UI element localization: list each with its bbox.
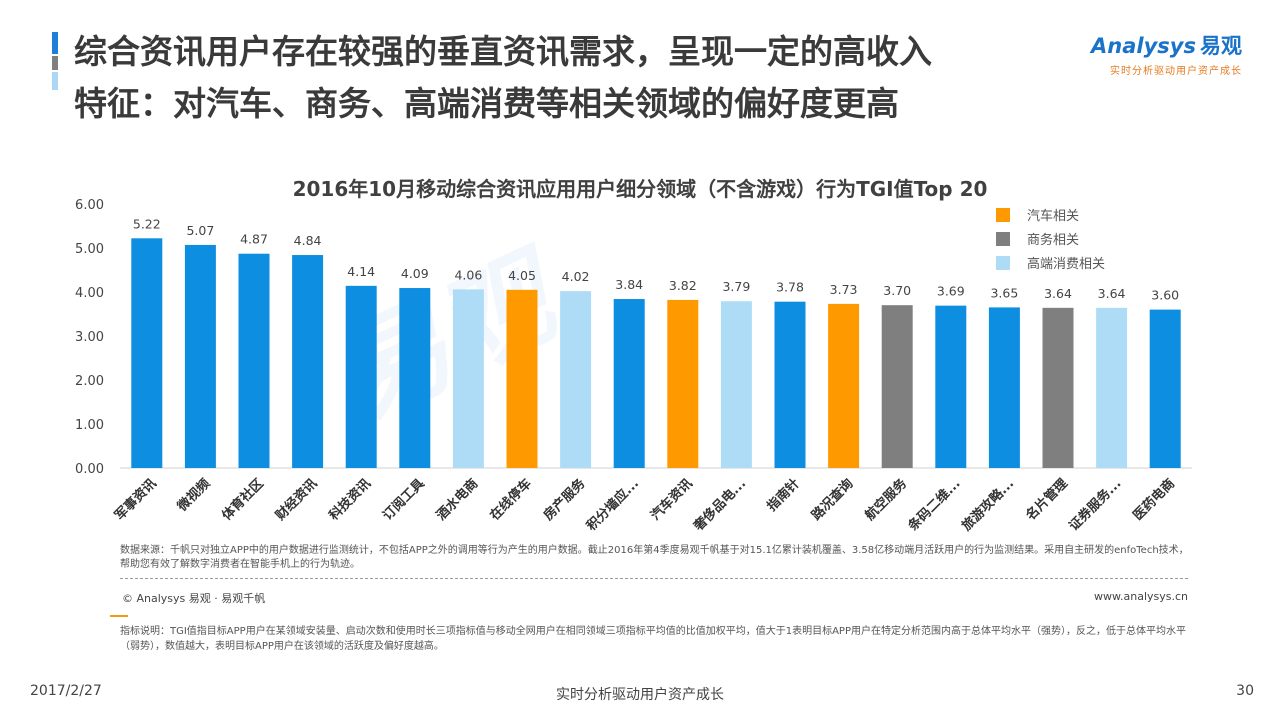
category-label-14: 路况查询 bbox=[808, 476, 856, 524]
analysys-logo: Analysys 易观 实时分析驱动用户资产成长 bbox=[1072, 30, 1242, 77]
bar-13 bbox=[774, 301, 806, 468]
title-accent-bar bbox=[52, 32, 58, 90]
category-label-8: 在线停车 bbox=[487, 476, 535, 524]
copyright: © Analysys 易观 · 易观千帆 bbox=[122, 592, 266, 605]
bar-17 bbox=[988, 307, 1020, 468]
category-label-6: 订阅工具 bbox=[380, 476, 428, 524]
category-label-9: 房产服务 bbox=[540, 475, 589, 524]
footer-date: 2017/2/27 bbox=[30, 683, 102, 699]
title-bar-segment-light bbox=[52, 72, 58, 90]
page-title-line2: 特征：对汽车、商务、高端消费等相关领域的偏好度更高 bbox=[74, 84, 899, 123]
indicator-note: 指标说明：TGI值指目标APP用户在某领域安装量、启动次数和使用时长三项指标值与… bbox=[120, 626, 1186, 652]
category-label-12: 奢侈品电... bbox=[690, 476, 749, 535]
chart-title: 2016年10月移动综合资讯应用用户细分领域（不含游戏）行为TGI值Top 20 bbox=[293, 177, 988, 201]
category-label-3: 体育社区 bbox=[219, 476, 267, 524]
title-bar-segment-gray bbox=[52, 56, 58, 70]
y-tick-label: 6.00 bbox=[75, 198, 104, 213]
divider bbox=[120, 578, 1188, 579]
data-label-12: 3.79 bbox=[722, 279, 750, 294]
category-label-4: 财经资讯 bbox=[272, 476, 320, 524]
y-tick-label: 4.00 bbox=[75, 286, 104, 301]
footer-slogan: 实时分析驱动用户资产成长 bbox=[556, 687, 724, 703]
data-label-11: 3.82 bbox=[669, 278, 697, 293]
page-title: 综合资讯用户存在较强的垂直资讯需求，呈现一定的高收入 特征：对汽车、商务、高端消… bbox=[74, 26, 1074, 130]
data-label-6: 4.09 bbox=[401, 266, 429, 281]
category-label-15: 航空服务 bbox=[862, 475, 911, 524]
bar-16 bbox=[935, 305, 967, 468]
data-label-20: 3.60 bbox=[1151, 288, 1179, 303]
legend-swatch-auto bbox=[996, 208, 1010, 222]
page-title-line1: 综合资讯用户存在较强的垂直资讯需求，呈现一定的高收入 bbox=[74, 32, 932, 71]
website-link[interactable]: www.analysys.cn bbox=[1094, 590, 1188, 603]
y-tick-label: 0.00 bbox=[75, 462, 104, 477]
logo-slogan: 实时分析驱动用户资产成长 bbox=[1110, 66, 1242, 77]
bar-14 bbox=[828, 303, 860, 468]
bar-15 bbox=[881, 305, 913, 468]
category-label-18: 名片管理 bbox=[1023, 476, 1071, 524]
category-label-17: 旅游攻略... bbox=[959, 476, 1018, 535]
note-accent bbox=[110, 615, 128, 617]
category-label-20: 医药电商 bbox=[1130, 476, 1178, 524]
bar-7 bbox=[452, 289, 484, 468]
data-label-10: 3.84 bbox=[615, 277, 643, 292]
data-label-3: 4.87 bbox=[240, 232, 268, 247]
data-label-14: 3.73 bbox=[830, 282, 858, 297]
bar-5 bbox=[345, 285, 377, 468]
data-source-note: 数据来源：千帆只对独立APP中的用户数据进行监测统计，不包括APP之外的调用等行… bbox=[120, 545, 1189, 570]
data-label-1: 5.22 bbox=[133, 216, 161, 231]
legend-swatch-luxury bbox=[996, 256, 1010, 270]
data-label-18: 3.64 bbox=[1044, 286, 1072, 301]
title-bar-segment-blue bbox=[52, 32, 58, 54]
data-label-5: 4.14 bbox=[347, 264, 375, 279]
category-label-10: 积分墙应... bbox=[583, 476, 642, 535]
bar-9 bbox=[560, 291, 592, 468]
bar-3 bbox=[238, 253, 270, 468]
category-label-13: 指南针 bbox=[764, 476, 803, 515]
bar-19 bbox=[1096, 307, 1128, 468]
category-label-5: 科技资讯 bbox=[326, 476, 374, 524]
legend-label-business: 商务相关 bbox=[1027, 232, 1079, 248]
logo-brand: Analysys 易观 bbox=[1072, 30, 1242, 60]
category-label-2: 微视频 bbox=[174, 476, 214, 516]
bar-6 bbox=[399, 288, 431, 468]
legend-label-auto: 汽车相关 bbox=[1027, 208, 1079, 224]
bar-8 bbox=[506, 289, 538, 468]
bar-20 bbox=[1149, 309, 1181, 468]
data-label-9: 4.02 bbox=[562, 269, 590, 284]
bar-4 bbox=[292, 255, 324, 468]
bar-12 bbox=[720, 301, 752, 468]
page-number: 30 bbox=[1236, 683, 1254, 699]
y-tick-label: 2.00 bbox=[75, 374, 104, 389]
y-tick-label: 1.00 bbox=[75, 418, 104, 433]
data-label-2: 5.07 bbox=[186, 223, 214, 238]
category-label-7: 酒水电商 bbox=[433, 476, 481, 524]
tgi-bar-chart: 2016年10月移动综合资讯应用用户细分领域（不含游戏）行为TGI值Top 20… bbox=[75, 177, 1192, 535]
y-tick-label: 3.00 bbox=[75, 330, 104, 345]
logo-brand-en: nalysys bbox=[1107, 34, 1196, 58]
bar-10 bbox=[613, 299, 645, 468]
category-label-19: 证券服务... bbox=[1066, 476, 1125, 535]
data-label-16: 3.69 bbox=[937, 284, 965, 299]
data-label-7: 4.06 bbox=[454, 267, 482, 282]
bar-1 bbox=[131, 238, 163, 468]
data-label-13: 3.78 bbox=[776, 280, 804, 295]
legend-swatch-business bbox=[996, 232, 1010, 246]
category-label-1: 军事资讯 bbox=[112, 476, 160, 524]
data-label-19: 3.64 bbox=[1098, 286, 1126, 301]
logo-brand-cn: 易观 bbox=[1200, 34, 1242, 58]
y-tick-label: 5.00 bbox=[75, 242, 104, 257]
bar-18 bbox=[1042, 307, 1074, 468]
data-label-15: 3.70 bbox=[883, 283, 911, 298]
data-label-4: 4.84 bbox=[294, 233, 322, 248]
category-label-16: 条码二维... bbox=[905, 476, 964, 535]
bar-11 bbox=[667, 299, 699, 468]
data-label-8: 4.05 bbox=[508, 268, 536, 283]
bar-2 bbox=[184, 244, 216, 468]
data-label-17: 3.65 bbox=[990, 285, 1018, 300]
logo-brand-prefix: A bbox=[1091, 34, 1108, 58]
legend-label-luxury: 高端消费相关 bbox=[1027, 256, 1105, 272]
category-label-11: 汽车资讯 bbox=[648, 476, 696, 524]
